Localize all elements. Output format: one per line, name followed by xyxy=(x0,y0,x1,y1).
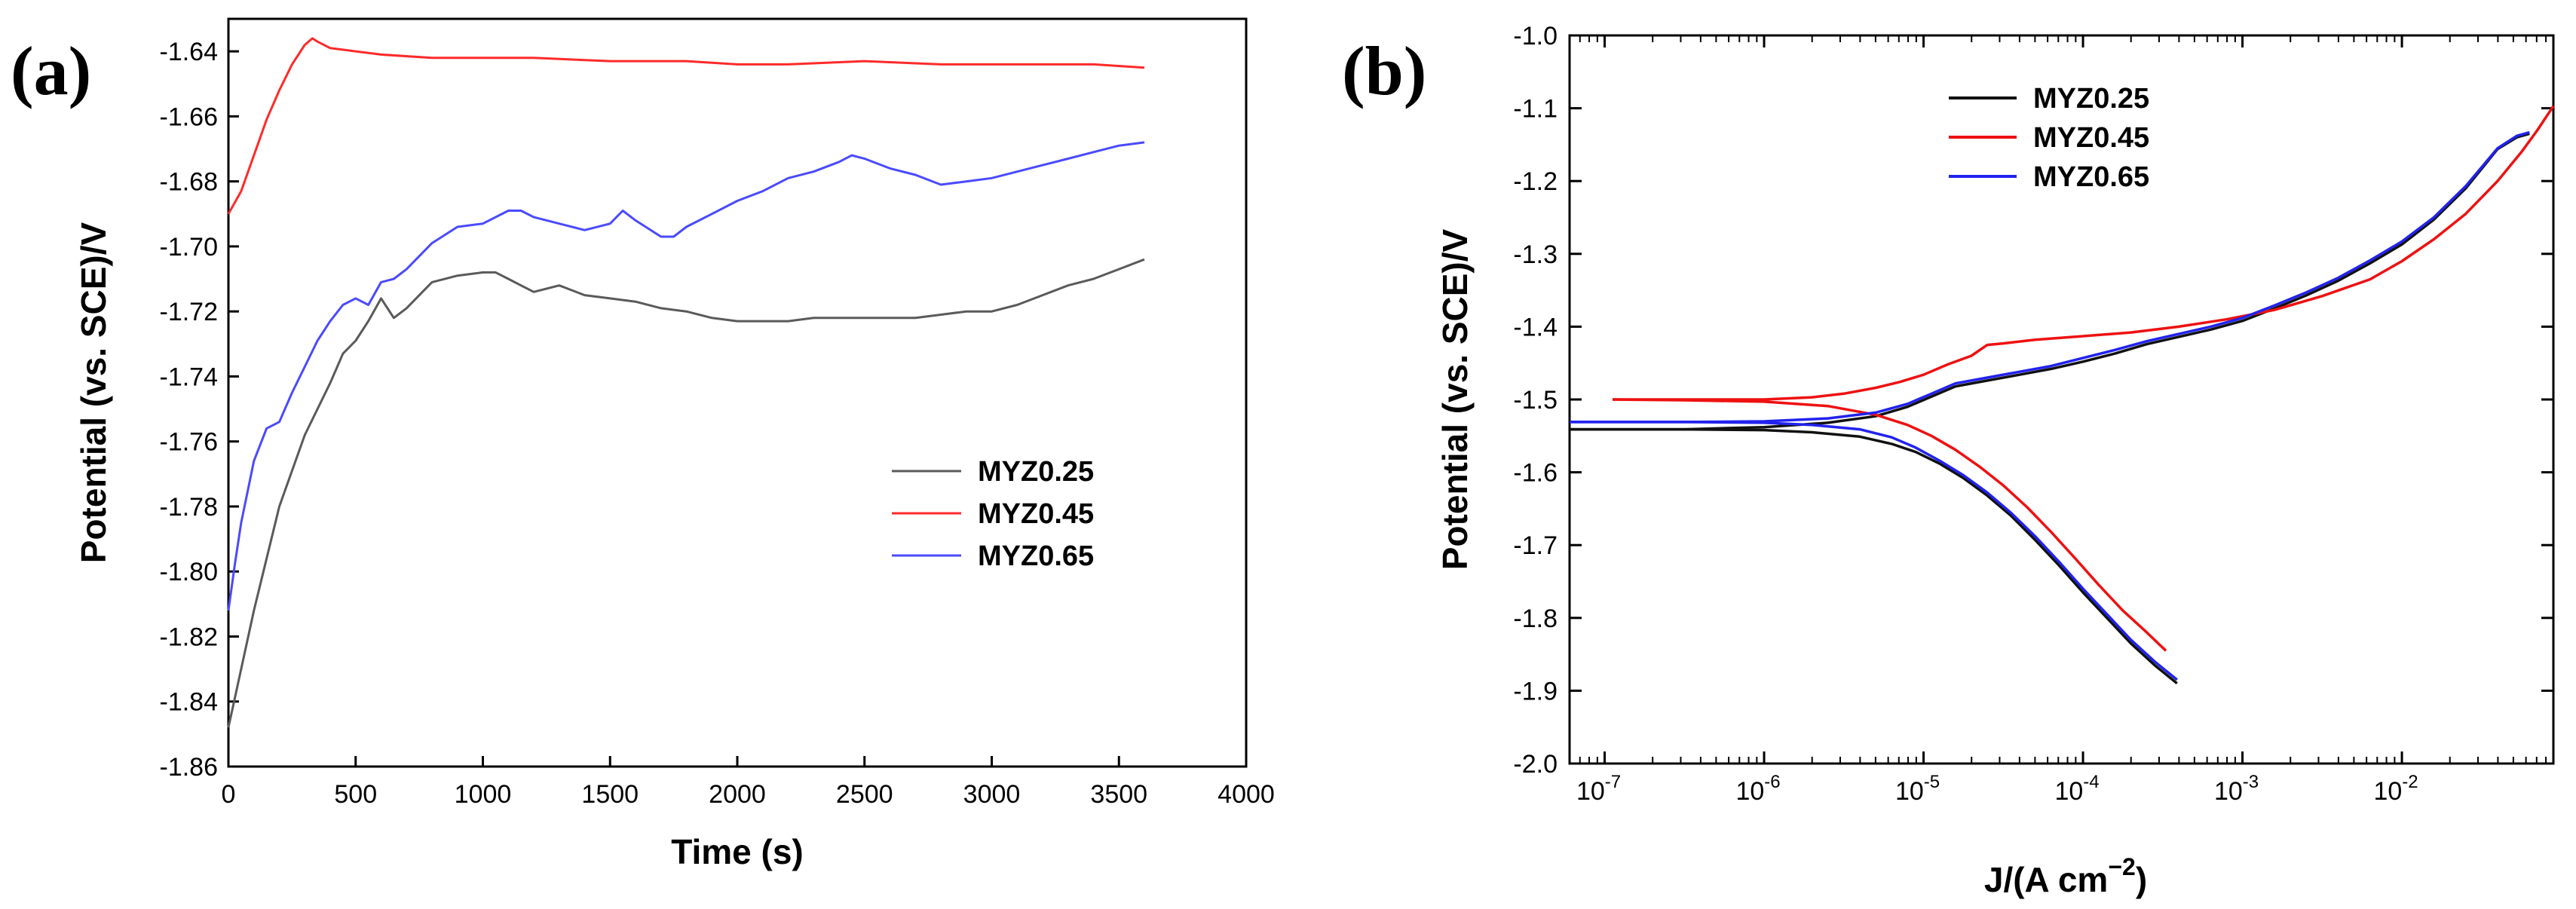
panel-b-label: (b) xyxy=(1342,32,1426,109)
panel-a-legend: MYZ0.25 MYZ0.45 MYZ0.65 xyxy=(892,456,1094,572)
panel-b-x-axis-title: J/(A cm−2) xyxy=(1984,853,2147,899)
panel-a-y-tick-label: -1.82 xyxy=(160,623,219,651)
series-myz0-25-line xyxy=(227,258,1145,728)
panel-b-x-tick-label: 10-7 xyxy=(1576,772,1621,806)
series-myz0-65-line xyxy=(227,141,1145,611)
panel-a-y-tick-label: -1.68 xyxy=(160,168,219,197)
panel-a-x-tick-label: 0 xyxy=(222,780,236,809)
panel-b-x-tick-base: 10 xyxy=(1735,777,1764,806)
panel-a-y-tick-label: -1.66 xyxy=(160,103,219,131)
panel-b-x-tick-base: 10 xyxy=(2373,777,2402,806)
panel-b-legend: MYZ0.25 MYZ0.45 MYZ0.65 xyxy=(1949,83,2149,193)
panel-b-y-tick-label: -1.4 xyxy=(1513,313,1558,341)
panel-a-y-axis-title: Potential (vs. SCE)/V xyxy=(74,222,113,563)
panel-b-x-tick-label: 10-6 xyxy=(1735,772,1780,806)
legend-label-myz0-25: MYZ0.25 xyxy=(2033,83,2149,115)
panel-b-x-axis-title-superscript: −2 xyxy=(2108,853,2135,880)
panel-a-y-tick-label: -1.64 xyxy=(160,38,219,66)
panel-a-x-ticks: 0 500 1000 1500 2000 2500 3000 3500 4000 xyxy=(222,756,1275,809)
panel-a-y-tick-label: -1.86 xyxy=(160,753,219,782)
panel-b-x-tick-base: 10 xyxy=(2214,777,2243,806)
panel-b-x-tick-exponent: -4 xyxy=(2083,772,2099,792)
panel-b-y-tick-label: -1.7 xyxy=(1513,531,1558,560)
panel-a-plot-frame xyxy=(227,17,1248,768)
panel-a-x-tick-label: 4000 xyxy=(1218,780,1275,809)
panel-a-y-tick-label: -1.74 xyxy=(160,363,219,391)
panel-b-y-tick-label: -1.1 xyxy=(1513,95,1558,124)
series-myz0-65-anodic-branch xyxy=(1570,130,2530,424)
panel-a-x-tick-label: 1500 xyxy=(581,780,639,809)
legend-label-myz0-45: MYZ0.45 xyxy=(978,498,1094,530)
panel-b-x-tick-base: 10 xyxy=(2054,777,2083,806)
panel-b-x-tick-exponent: -3 xyxy=(2243,772,2259,792)
panel-a-x-tick-label: 3500 xyxy=(1090,780,1147,809)
panel-a-y-tick-label: -1.72 xyxy=(160,298,219,326)
panel-b-y-tick-label: -1.9 xyxy=(1513,677,1558,705)
panel-a-x-tick-label: 2000 xyxy=(709,780,766,809)
panel-b: (b) 10-7 10-6 10-5 10-4 10-3 10-2 -2.0-1.9-1.… xyxy=(1342,22,2555,899)
panel-a-y-tick-label: -1.76 xyxy=(160,428,219,457)
panel-a-y-tick-label: -1.80 xyxy=(160,558,219,586)
panel-b-y-tick-label: -1.8 xyxy=(1513,604,1558,633)
panel-b-x-tick-exponent: -2 xyxy=(2402,772,2418,792)
panel-b-y-tick-label: -1.0 xyxy=(1513,22,1558,50)
panel-b-y-tick-label: -1.2 xyxy=(1513,167,1558,196)
panel-a-x-tick-label: 3000 xyxy=(963,780,1021,809)
panel-b-x-tick-label: 10-3 xyxy=(2214,772,2259,806)
legend-label-myz0-45: MYZ0.45 xyxy=(2033,122,2149,154)
series-myz0-45-anodic-branch xyxy=(1613,105,2555,401)
panel-a-y-tick-label: -1.70 xyxy=(160,233,219,262)
series-myz0-25-cathodic-branch xyxy=(1570,427,2178,685)
series-myz0-45-cathodic-branch xyxy=(1613,398,2167,652)
panel-b-y-tick-label: -1.5 xyxy=(1513,386,1558,415)
panel-a-x-tick-label: 500 xyxy=(334,780,377,809)
series-myz0-45-line xyxy=(227,37,1145,215)
panel-b-x-tick-exponent: -6 xyxy=(1764,772,1780,792)
panel-b-x-tick-label: 10-5 xyxy=(1895,772,1940,806)
panel-a: (a) 0 500 1000 1500 2000 2500 3000 3500 4000 -1.… xyxy=(11,17,1275,871)
panel-b-y-axis-title: Potential (vs. SCE)/V xyxy=(1435,228,1475,570)
panel-b-y-tick-label: -1.3 xyxy=(1513,240,1558,269)
panel-a-y-tick-label: -1.84 xyxy=(160,688,219,717)
legend-label-myz0-65: MYZ0.65 xyxy=(978,540,1094,572)
panel-a-x-axis-title: Time (s) xyxy=(671,832,804,871)
panel-a-x-tick-label: 1000 xyxy=(455,780,512,809)
panel-b-y-tick-label: -2.0 xyxy=(1513,750,1558,779)
series-myz0-25-anodic-branch xyxy=(1570,132,2530,431)
legend-label-myz0-25: MYZ0.25 xyxy=(978,456,1094,488)
panel-a-series xyxy=(227,37,1145,728)
panel-b-x-tick-label: 10-4 xyxy=(2054,772,2099,806)
panel-b-x-axis-title-main: J/(A cm xyxy=(1984,860,2108,899)
panel-b-x-tick-exponent: -5 xyxy=(1924,772,1940,792)
panel-b-x-tick-label: 10-2 xyxy=(2373,772,2418,806)
panel-b-series xyxy=(1570,105,2555,685)
panel-a-x-tick-label: 2500 xyxy=(836,780,893,809)
panel-b-x-tick-base: 10 xyxy=(1576,777,1605,806)
panel-b-y-tick-label: -1.6 xyxy=(1513,459,1558,488)
panel-a-y-tick-label: -1.78 xyxy=(160,493,219,522)
panel-b-x-ticks: 10-7 10-6 10-5 10-4 10-3 10-2 xyxy=(1576,35,2547,806)
panel-a-y-ticks: -1.86 -1.84 -1.82 -1.80 -1.78 -1.76 -1.74 -1.72… xyxy=(160,38,239,782)
panel-b-y-ticks: -2.0 -1.9 -1.8 -1.7 -1.6 -1.5 -1.4 -1.3 -1.2 -1.1… xyxy=(1513,22,2553,779)
panel-a-label: (a) xyxy=(11,32,91,109)
panel-b-x-axis-title-close: ) xyxy=(2136,860,2147,899)
panel-b-x-tick-exponent: -7 xyxy=(1605,772,1621,792)
panel-b-x-tick-base: 10 xyxy=(1895,777,1924,806)
legend-label-myz0-65: MYZ0.65 xyxy=(2033,161,2149,193)
series-myz0-65-cathodic-branch xyxy=(1570,421,2178,681)
